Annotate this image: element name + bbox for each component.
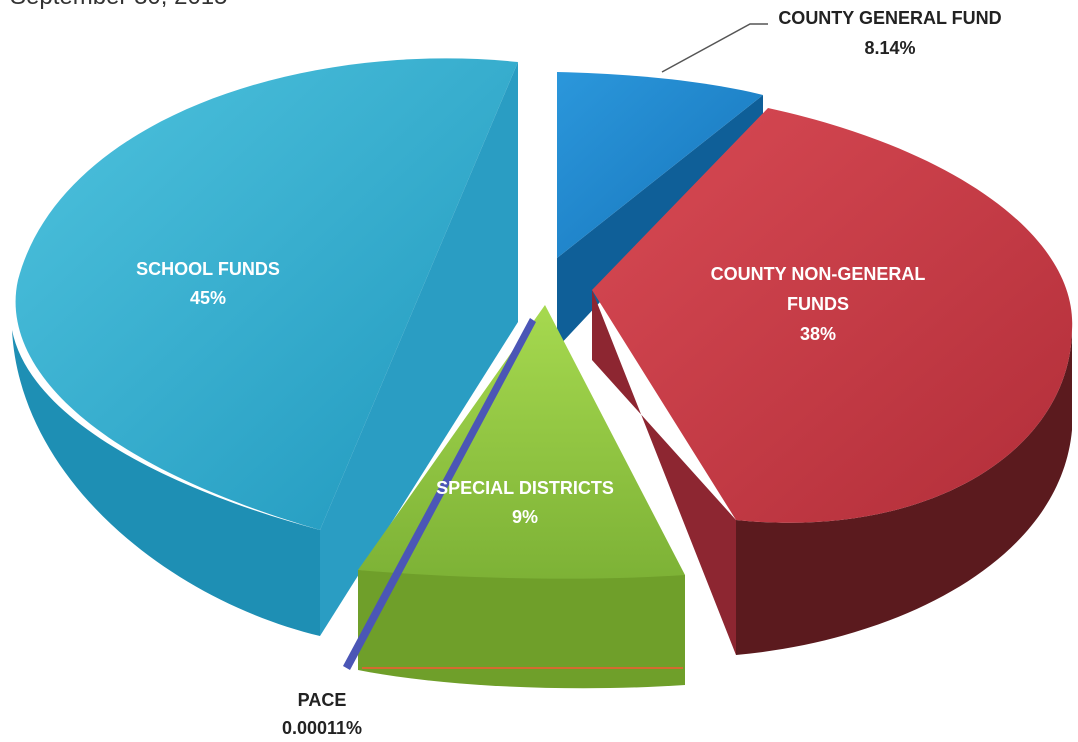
slice-pace-shape (343, 318, 536, 670)
label-county-general-fund-value: 8.14% (864, 38, 915, 58)
label-special-districts: SPECIAL DISTRICTS 9% (436, 478, 614, 527)
slice-school-funds-side (12, 330, 320, 636)
slice-pace (343, 318, 536, 670)
slice-county-non-general-funds-side (592, 290, 736, 655)
label-pace: PACE 0.00011% (282, 690, 362, 738)
label-county-non-general-funds-line1: COUNTY NON-GENERAL (711, 264, 926, 284)
label-pace-value: 0.00011% (282, 718, 362, 738)
slice-county-non-general-funds-top (592, 108, 1073, 523)
county-general-fund-leader-line (661, 23, 768, 73)
slice-school-funds (12, 58, 518, 636)
slice-county-non-general-funds (592, 108, 1073, 655)
label-county-non-general-funds: COUNTY NON-GENERAL FUNDS 38% (711, 264, 926, 344)
chart-title: September 30, 2015 (10, 0, 228, 10)
label-county-general-fund-name: COUNTY GENERAL FUND (778, 8, 1001, 28)
label-school-funds: SCHOOL FUNDS 45% (136, 259, 280, 308)
slice-special-districts (358, 305, 685, 689)
slice-school-funds-cut (320, 62, 518, 636)
label-county-general-fund: COUNTY GENERAL FUND 8.14% (778, 8, 1001, 58)
slice-county-non-general-funds-rim (736, 330, 1072, 655)
slice-special-districts-side (358, 570, 685, 689)
slice-school-funds-top (15, 58, 518, 531)
label-county-non-general-funds-value: 38% (800, 324, 836, 344)
slice-special-districts-top (358, 305, 685, 579)
label-school-funds-name: SCHOOL FUNDS (136, 259, 280, 279)
slice-county-general-fund-top (557, 72, 763, 258)
label-special-districts-name: SPECIAL DISTRICTS (436, 478, 614, 498)
label-special-districts-value: 9% (512, 507, 538, 527)
label-school-funds-value: 45% (190, 288, 226, 308)
label-county-non-general-funds-line2: FUNDS (787, 294, 849, 314)
label-pace-name: PACE (298, 690, 347, 710)
